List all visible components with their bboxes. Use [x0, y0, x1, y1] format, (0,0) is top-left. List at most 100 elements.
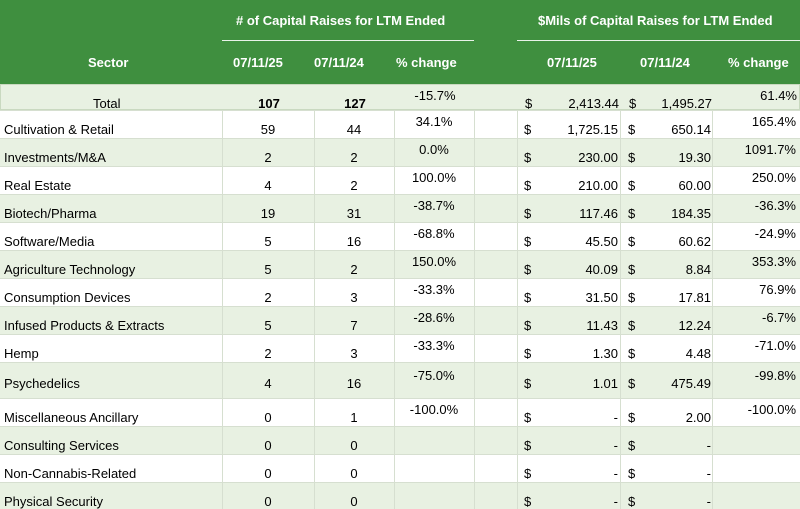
amount-current-cell: 40.09: [585, 262, 618, 277]
header-amount-group: $Mils of Capital Raises for LTM Ended: [538, 13, 773, 28]
count-pct-cell: -15.7%: [414, 88, 456, 103]
amount-pct-cell: -6.7%: [762, 310, 796, 325]
count-current-cell: 0: [264, 494, 272, 509]
count-current-cell: 2: [264, 150, 272, 165]
count-pct-cell: -33.3%: [413, 338, 455, 353]
table-header: # of Capital Raises for LTM Ended $Mils …: [0, 0, 800, 84]
row-gridline: [0, 482, 800, 483]
dollar-sign-current: $: [524, 494, 532, 509]
count-prior-cell: 2: [350, 262, 358, 277]
count-prior-cell: 2: [350, 178, 358, 193]
count-prior-cell: 0: [350, 494, 358, 509]
amount-current-cell: -: [613, 410, 618, 425]
count-prior-cell: 16: [346, 234, 362, 249]
amount-current-cell: 2,413.44: [568, 96, 619, 111]
table-row: Biotech/Pharma 19 31 -38.7% 117.46 184.35 -36.…: [0, 194, 800, 222]
count-current-cell: 19: [260, 206, 276, 221]
count-current-cell: 0: [264, 466, 272, 481]
count-pct-cell: 100.0%: [411, 170, 457, 185]
dollar-sign-current: $: [524, 206, 532, 221]
row-gridline: [0, 426, 800, 427]
dollar-sign-current: $: [524, 438, 532, 453]
dollar-sign-prior: $: [628, 234, 636, 249]
row-gridline: [0, 398, 800, 399]
dollar-sign-prior: $: [628, 262, 636, 277]
dollar-sign-current: $: [524, 234, 532, 249]
count-pct-cell: -28.6%: [413, 310, 455, 325]
count-prior-cell: 44: [346, 122, 362, 137]
amount-prior-cell: 12.24: [678, 318, 711, 333]
dollar-sign-current: $: [524, 150, 532, 165]
count-current-cell: 107: [258, 96, 280, 111]
count-current-cell: 5: [264, 234, 272, 249]
count-current-cell: 5: [264, 318, 272, 333]
amount-prior-cell: 184.35: [671, 206, 711, 221]
count-pct-cell: -75.0%: [413, 368, 455, 383]
amount-pct-cell: -36.3%: [754, 198, 796, 213]
row-gridline: [0, 334, 800, 335]
row-gridline: [0, 454, 800, 455]
amount-current-cell: 1,725.15: [567, 122, 618, 137]
count-current-cell: 0: [264, 438, 272, 453]
table-row: Hemp 2 3 -33.3% 1.30 4.48 -71.0% $ $: [0, 334, 800, 362]
amount-prior-cell: -: [706, 438, 711, 453]
amount-pct-cell: 250.0%: [751, 170, 796, 185]
dollar-sign-prior: $: [628, 410, 636, 425]
column-gridline: [222, 110, 223, 509]
header-pct-amount: % change: [728, 55, 789, 70]
count-prior-cell: 3: [350, 290, 358, 305]
amount-current-cell: 31.50: [585, 290, 618, 305]
count-pct-cell: 150.0%: [411, 254, 457, 269]
amount-prior-cell: 4.48: [685, 346, 711, 361]
amount-prior-cell: 19.30: [678, 150, 711, 165]
table-row: Non-Cannabis-Related 0 0- - $ $: [0, 454, 800, 482]
amount-current-cell: 11.43: [586, 318, 618, 333]
row-gridline: [0, 222, 800, 223]
amount-current-cell: 45.50: [585, 234, 618, 249]
table-row: Miscellaneous Ancillary 0 1 -100.0% - 2.00 -10…: [0, 398, 800, 426]
dollar-sign-current: $: [524, 376, 532, 391]
column-gridline: [474, 110, 475, 509]
amount-pct-cell: -71.0%: [754, 338, 796, 353]
sector-cell: Total: [93, 96, 121, 111]
dollar-sign-prior: $: [628, 466, 636, 481]
amount-pct-cell: -100.0%: [747, 402, 796, 417]
count-current-cell: 2: [264, 290, 272, 305]
amount-current-cell: 210.00: [578, 178, 618, 193]
sector-cell: Physical Security: [4, 494, 103, 509]
amount-prior-cell: 17.81: [678, 290, 711, 305]
amount-prior-cell: 475.49: [671, 376, 711, 391]
amount-pct-cell: 1091.7%: [744, 142, 796, 157]
sector-cell: Non-Cannabis-Related: [4, 466, 137, 481]
dollar-sign-prior: $: [628, 122, 636, 137]
header-date3: 07/11/25: [547, 55, 597, 70]
header-date1: 07/11/25: [233, 55, 283, 70]
count-prior-cell: 2: [350, 150, 358, 165]
dollar-sign-prior: $: [629, 96, 637, 111]
count-prior-cell: 7: [350, 318, 358, 333]
dollar-sign-current: $: [524, 290, 532, 305]
row-gridline: [0, 110, 800, 111]
count-pct-cell: -100.0%: [409, 402, 459, 417]
amount-prior-cell: 1,495.27: [661, 96, 712, 111]
sector-cell: Consulting Services: [4, 438, 119, 453]
amount-current-cell: 1.30: [592, 346, 618, 361]
count-prior-cell: 0: [350, 466, 358, 481]
dollar-sign-prior: $: [628, 318, 636, 333]
dollar-sign-prior: $: [628, 290, 636, 305]
amount-prior-cell: 2.00: [685, 410, 711, 425]
amount-pct-cell: -24.9%: [754, 226, 796, 241]
count-current-cell: 4: [264, 376, 272, 391]
sector-cell: Real Estate: [4, 178, 72, 193]
dollar-sign-prior: $: [628, 438, 636, 453]
dollar-sign-prior: $: [628, 494, 636, 509]
table-row: Real Estate 4 2 100.0% 210.00 60.00 250.0% $ $: [0, 166, 800, 194]
sector-cell: Miscellaneous Ancillary: [4, 410, 139, 425]
count-current-cell: 5: [264, 262, 272, 277]
table-row: Software/Media 5 16 -68.8% 45.50 60.62 -24.9% $…: [0, 222, 800, 250]
dollar-sign-prior: $: [628, 206, 636, 221]
column-gridline: [517, 110, 518, 509]
amount-pct-cell: 353.3%: [751, 254, 796, 269]
amount-pct-cell: 61.4%: [760, 88, 797, 103]
count-prior-cell: 31: [346, 206, 362, 221]
